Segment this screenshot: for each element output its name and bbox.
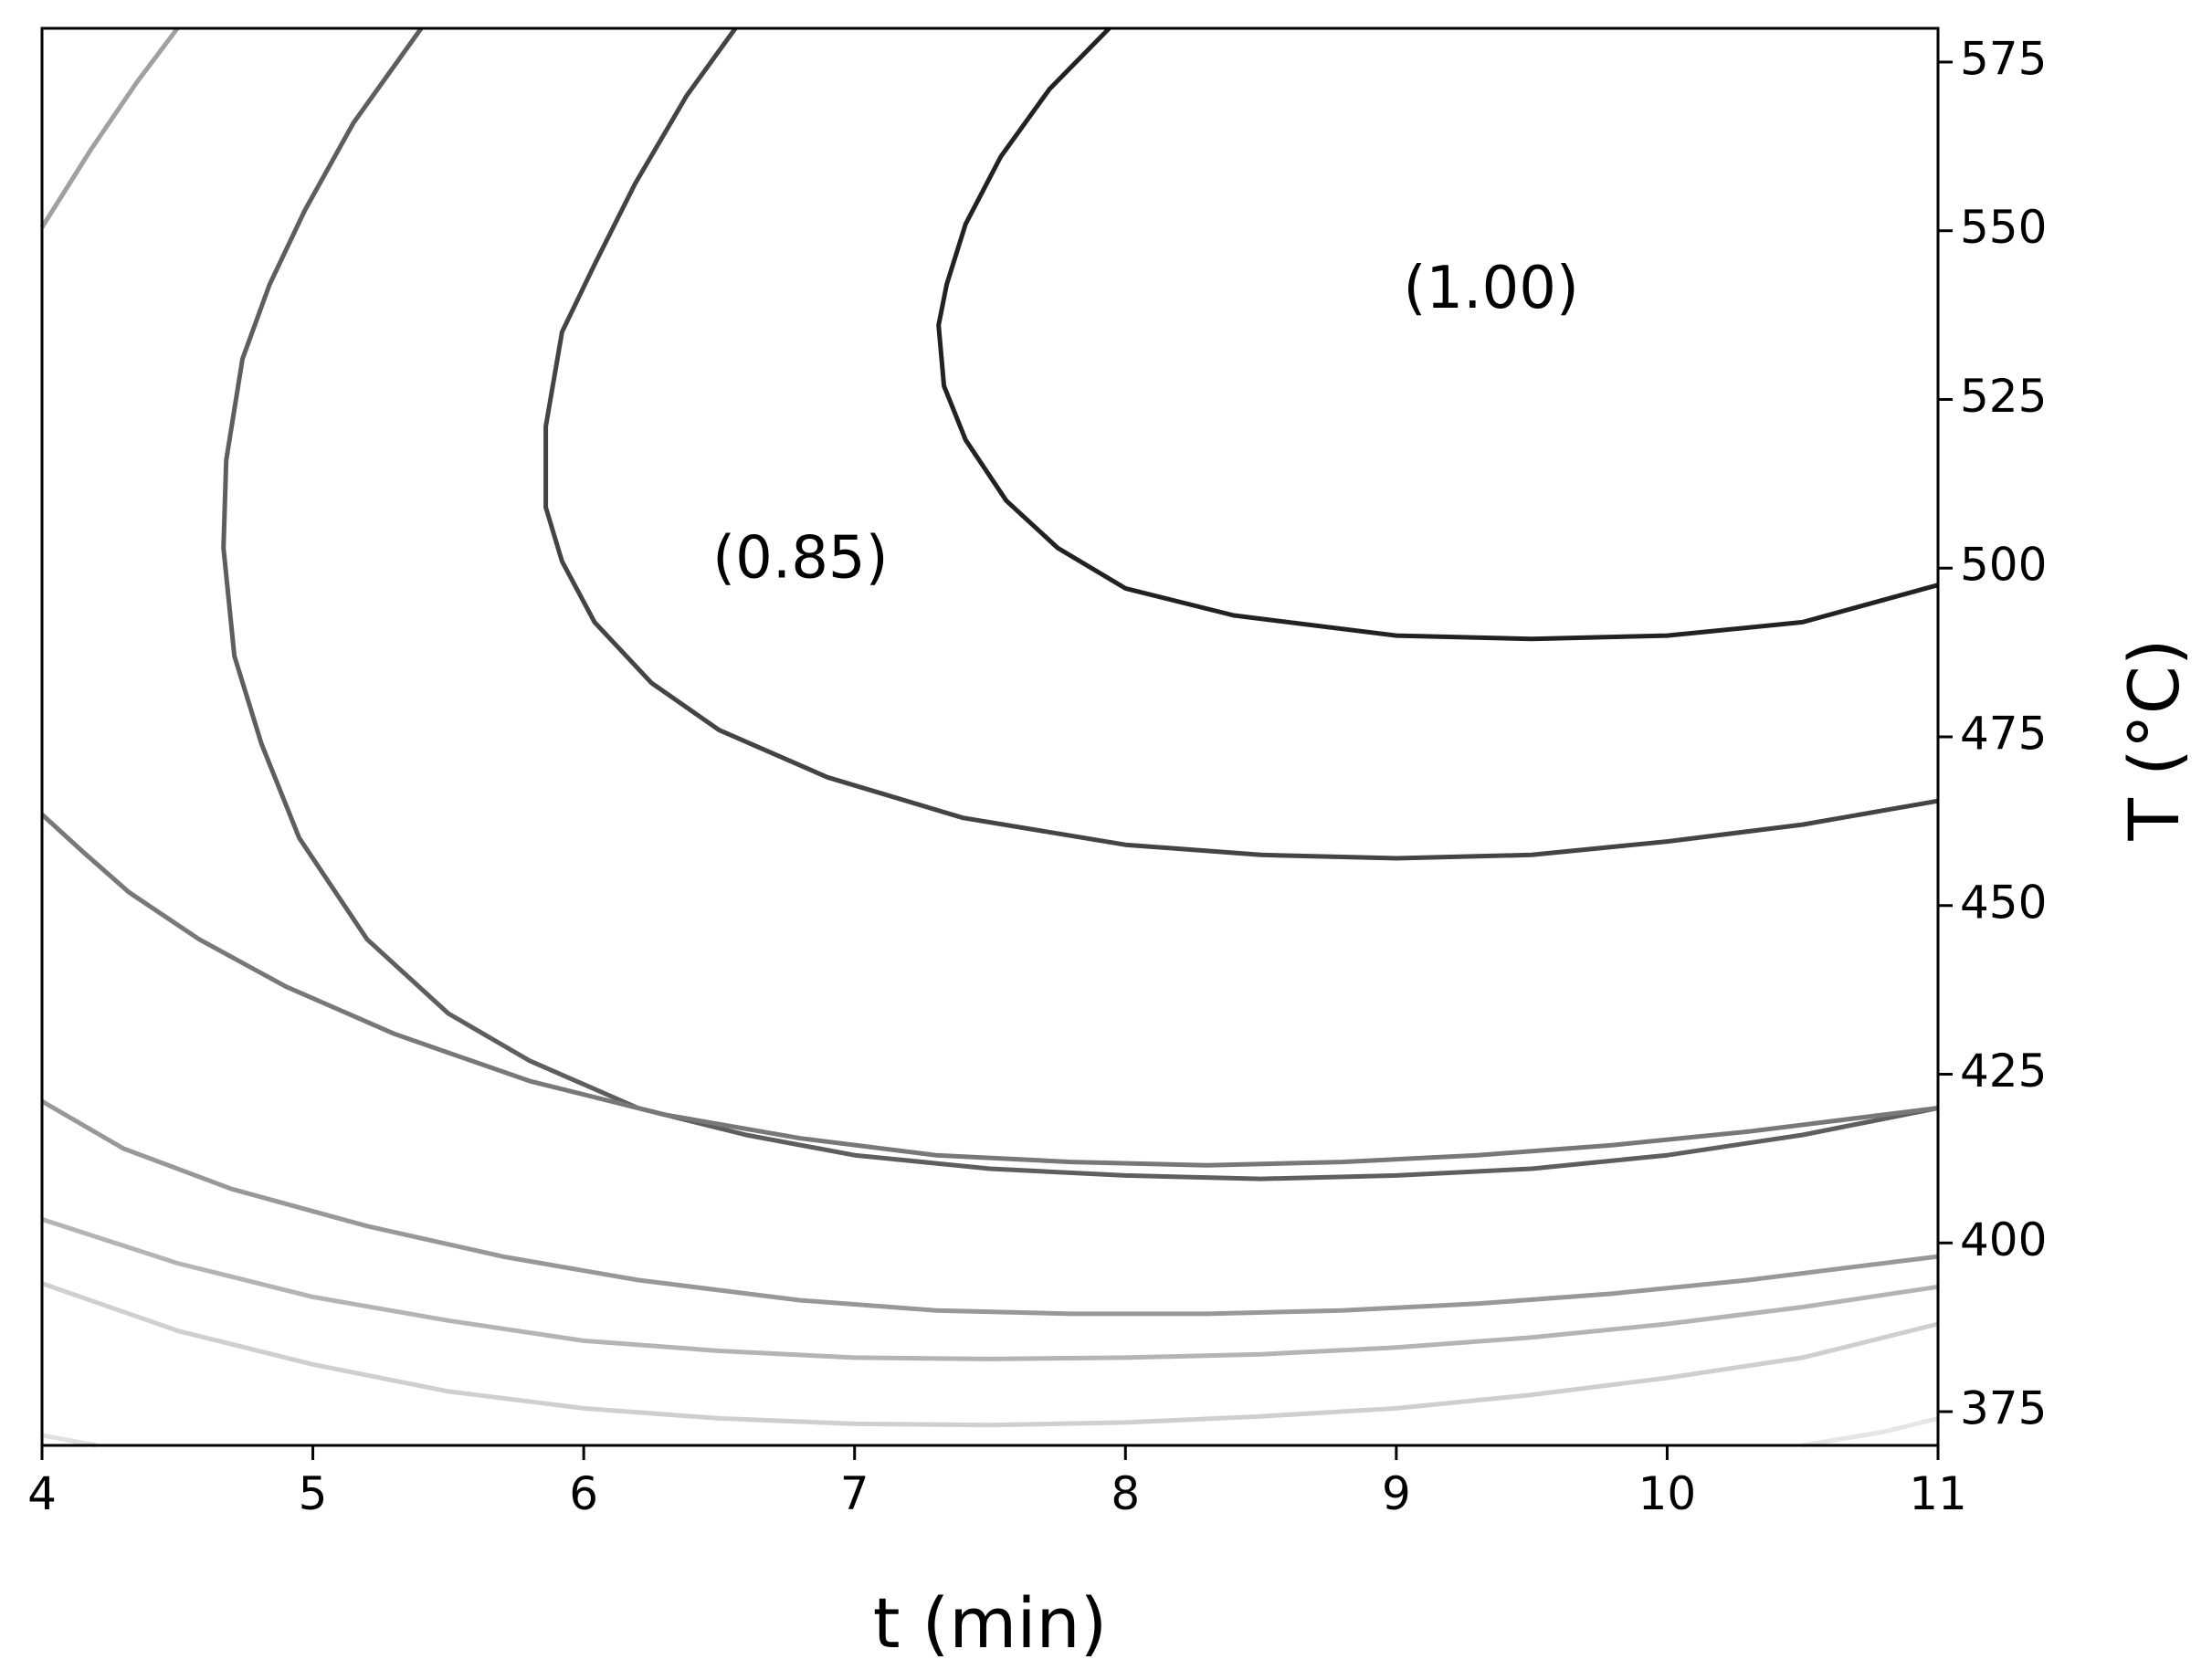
- contour-line-9: [1802, 1415, 1939, 1448]
- contour-line-2: [543, 26, 1939, 861]
- x-axis-ticks: 4 5 6 7 8 9 10 11: [27, 1445, 1967, 1520]
- contour-line-8: [41, 1433, 97, 1448]
- contour-line-3: [221, 26, 1939, 1182]
- y-tick-label: 575: [1960, 32, 2047, 85]
- contour-line-6: [41, 1217, 1939, 1361]
- contour-line-7: [41, 1281, 1939, 1428]
- y-tick-label: 425: [1960, 1045, 2047, 1098]
- x-tick-label: 7: [840, 1467, 869, 1520]
- y-tick-label: 550: [1960, 201, 2047, 254]
- y-tick-label: 475: [1960, 708, 2047, 761]
- y-axis-label: T (°C): [2113, 639, 2195, 842]
- x-tick-label: 8: [1111, 1467, 1140, 1520]
- x-tick-label: 5: [299, 1467, 328, 1520]
- contour-line-10: [39, 26, 180, 229]
- y-tick-label: 375: [1960, 1382, 2047, 1435]
- x-tick-label: 11: [1909, 1467, 1967, 1520]
- contour-line-1: [936, 26, 1939, 642]
- y-tick-label: 450: [1960, 876, 2047, 929]
- y-tick-label: 400: [1960, 1213, 2047, 1266]
- contour-line-4: [40, 813, 1939, 1168]
- contour-annotation-2: (0.85): [712, 524, 888, 592]
- x-axis-label: t (min): [873, 1582, 1108, 1664]
- contour-line-5: [40, 1098, 1939, 1317]
- annotations: (1.00) (0.85): [712, 255, 1579, 593]
- y-axis-ticks: 375 400 425 450 475 500 525 550 575: [1938, 32, 2047, 1435]
- x-tick-label: 4: [27, 1467, 57, 1520]
- y-tick-label: 525: [1960, 370, 2047, 423]
- contour-lines: [39, 26, 1939, 1448]
- y-tick-label: 500: [1960, 539, 2047, 592]
- x-tick-label: 6: [569, 1467, 598, 1520]
- contour-annotation-1: (1.00): [1403, 255, 1578, 322]
- x-tick-label: 9: [1382, 1467, 1411, 1520]
- plot-frame: [40, 26, 1940, 1447]
- x-tick-label: 10: [1638, 1467, 1697, 1520]
